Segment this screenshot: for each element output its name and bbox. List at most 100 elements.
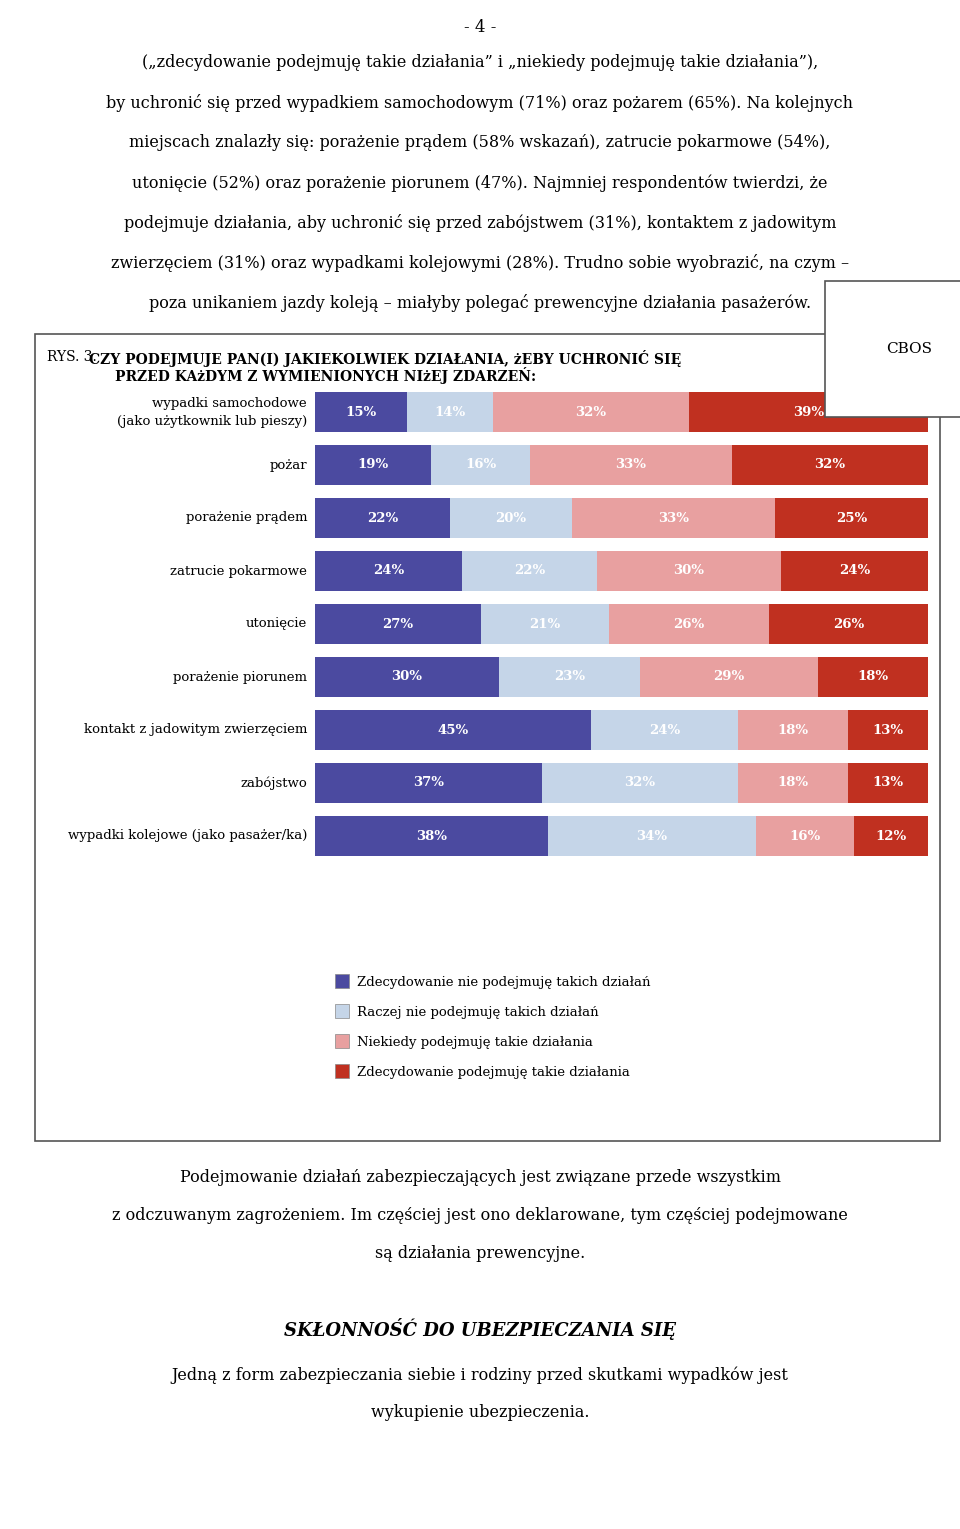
Bar [462,550,597,592]
Bar [541,763,738,803]
Text: 23%: 23% [554,671,585,683]
Bar [335,1034,349,1047]
Text: 26%: 26% [673,618,705,630]
Bar [689,391,928,433]
FancyBboxPatch shape [35,333,940,1141]
Text: RYS. 3.: RYS. 3. [47,350,97,364]
Bar [590,709,738,751]
Text: zwierzęciem (31%) oraz wypadkami kolejowymi (28%). Trudno sobie wyobrazić, na cz: zwierzęciem (31%) oraz wypadkami kolejow… [111,254,849,272]
Text: wypadki samochodowe: wypadki samochodowe [153,396,307,410]
Text: SKŁONNOŚĆ DO UBEZPIECZANIA SIĘ: SKŁONNOŚĆ DO UBEZPIECZANIA SIĘ [284,1318,676,1339]
Text: kontakt z jadowitym zwierzęciem: kontakt z jadowitym zwierzęciem [84,723,307,737]
Bar [315,498,450,538]
Bar [499,657,640,697]
Text: 25%: 25% [836,512,867,524]
Bar [854,816,928,856]
Text: wypadki kolejowe (jako pasażer/ka): wypadki kolejowe (jako pasażer/ka) [67,830,307,842]
Text: 39%: 39% [793,405,824,419]
Text: - 4 -: - 4 - [464,18,496,37]
Bar [849,709,928,751]
Bar [315,604,481,644]
Text: 34%: 34% [636,830,668,842]
Bar [769,604,928,644]
Bar [315,816,548,856]
Text: CBOS: CBOS [886,342,932,356]
Text: z odczuwanym zagrożeniem. Im częściej jest ono deklarowane, tym częściej podejmo: z odczuwanym zagrożeniem. Im częściej je… [112,1206,848,1225]
Bar [481,604,610,644]
Text: Zdecydowanie nie podejmuję takich działań: Zdecydowanie nie podejmuję takich działa… [357,976,651,989]
Text: 30%: 30% [673,564,705,578]
Text: Jedną z form zabezpieczania siebie i rodziny przed skutkami wypadków jest: Jedną z form zabezpieczania siebie i rod… [172,1365,788,1384]
Text: 32%: 32% [814,459,846,471]
Text: 18%: 18% [778,723,808,737]
Text: 24%: 24% [649,723,680,737]
Text: 24%: 24% [839,564,870,578]
Bar [315,657,499,697]
Bar [849,763,928,803]
Text: są działania prewencyjne.: są działania prewencyjne. [374,1245,586,1261]
Text: zabójstwo: zabójstwo [240,777,307,790]
Text: CZY PODEJMUJE PAN(I) JAKIEKOLWIEK DZIAŁANIA, żEBY UCHRONIĆ SIĘ: CZY PODEJMUJE PAN(I) JAKIEKOLWIEK DZIAŁA… [89,350,682,367]
Bar [335,1005,349,1018]
Bar [640,657,818,697]
Bar [315,550,462,592]
Bar [335,974,349,988]
Bar [780,550,928,592]
Text: 13%: 13% [873,723,903,737]
Text: 26%: 26% [832,618,864,630]
Text: 18%: 18% [778,777,808,789]
Text: utonięcie: utonięcie [246,618,307,630]
Text: 22%: 22% [367,512,398,524]
Bar [335,1064,349,1078]
Bar [407,391,492,433]
Text: utonięcie (52%) oraz porażenie piorunem (47%). Najmniej respondentów twierdzi, ż: utonięcie (52%) oraz porażenie piorunem … [132,174,828,191]
Text: by uchronić się przed wypadkiem samochodowym (71%) oraz pożarem (65%). Na kolejn: by uchronić się przed wypadkiem samochod… [107,93,853,112]
Text: 37%: 37% [413,777,444,789]
Text: 20%: 20% [495,512,527,524]
Bar [315,763,541,803]
Text: 22%: 22% [514,564,545,578]
Text: pożar: pożar [270,459,307,471]
Text: zatrucie pokarmowe: zatrucie pokarmowe [170,564,307,578]
Text: (jako użytkownik lub pieszy): (jako użytkownik lub pieszy) [117,414,307,428]
Text: 15%: 15% [346,405,376,419]
Text: 19%: 19% [358,459,389,471]
Text: Raczej nie podejmuję takich działań: Raczej nie podejmuję takich działań [357,1006,599,1018]
Bar [732,445,928,485]
Bar [818,657,928,697]
Bar [450,498,572,538]
Text: miejscach znalazły się: porażenie prądem (58% wskazań), zatrucie pokarmowe (54%): miejscach znalazły się: porażenie prądem… [130,135,830,151]
Text: wykupienie ubezpieczenia.: wykupienie ubezpieczenia. [371,1404,589,1420]
Bar [315,445,431,485]
Text: 32%: 32% [624,777,656,789]
Bar [530,445,732,485]
Text: 13%: 13% [873,777,903,789]
Text: podejmuje działania, aby uchronić się przed zabójstwem (31%), kontaktem z jadowi: podejmuje działania, aby uchronić się pr… [124,214,836,232]
Bar [738,709,849,751]
Text: 27%: 27% [382,618,414,630]
Bar [738,763,849,803]
Text: 38%: 38% [416,830,447,842]
Text: 29%: 29% [713,671,744,683]
Bar [572,498,775,538]
Bar [610,604,769,644]
Text: porażenie piorunem: porażenie piorunem [173,671,307,683]
Text: 45%: 45% [438,723,468,737]
Bar [597,550,780,592]
Text: („zdecydowanie podejmuję takie działania” i „niekiedy podejmuję takie działania”: („zdecydowanie podejmuję takie działania… [142,54,818,70]
Text: 33%: 33% [615,459,646,471]
Bar [756,816,854,856]
Text: Niekiedy podejmuję takie działania: Niekiedy podejmuję takie działania [357,1037,593,1049]
Text: 32%: 32% [575,405,607,419]
Bar [315,391,407,433]
Text: porażenie prądem: porażenie prądem [185,512,307,524]
Text: Zdecydowanie podejmuję takie działania: Zdecydowanie podejmuję takie działania [357,1066,630,1079]
Text: 33%: 33% [659,512,689,524]
Bar [548,816,756,856]
Text: 16%: 16% [465,459,496,471]
Text: poza unikaniem jazdy koleją – miałyby polegać prewencyjne działania pasażerów.: poza unikaniem jazdy koleją – miałyby po… [149,294,811,312]
Text: 30%: 30% [392,671,422,683]
Bar [775,498,928,538]
Bar [431,445,530,485]
Text: 14%: 14% [434,405,466,419]
